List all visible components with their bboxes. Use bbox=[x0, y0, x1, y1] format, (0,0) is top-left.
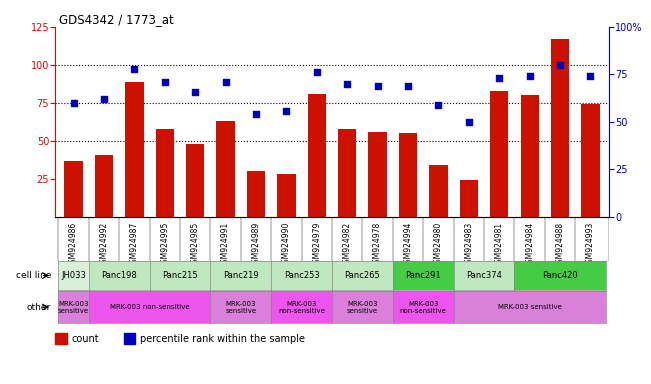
Bar bbox=[64, 161, 83, 217]
Point bbox=[433, 102, 443, 108]
Bar bbox=[217, 121, 235, 217]
Bar bbox=[429, 165, 447, 217]
Bar bbox=[490, 91, 508, 217]
Bar bbox=[55, 333, 67, 344]
Point bbox=[129, 66, 139, 72]
Text: Panc215: Panc215 bbox=[162, 271, 198, 280]
Text: other: other bbox=[27, 303, 51, 311]
Bar bbox=[399, 133, 417, 217]
Bar bbox=[460, 180, 478, 217]
Point bbox=[555, 62, 565, 68]
Point bbox=[251, 111, 261, 118]
Point bbox=[99, 96, 109, 102]
Text: JH033: JH033 bbox=[61, 271, 86, 280]
Text: Panc219: Panc219 bbox=[223, 271, 258, 280]
Text: MRK-003
non-sensitive: MRK-003 non-sensitive bbox=[400, 301, 447, 313]
Bar bbox=[551, 39, 569, 217]
Text: Panc420: Panc420 bbox=[542, 271, 578, 280]
Point bbox=[281, 108, 292, 114]
Text: MRK-003 sensitive: MRK-003 sensitive bbox=[498, 304, 562, 310]
Point bbox=[221, 79, 231, 85]
Bar bbox=[156, 129, 174, 217]
Text: percentile rank within the sample: percentile rank within the sample bbox=[139, 334, 305, 344]
Text: cell line: cell line bbox=[16, 271, 51, 280]
Bar bbox=[124, 333, 135, 344]
Text: Panc198: Panc198 bbox=[102, 271, 137, 280]
Point bbox=[342, 81, 352, 87]
Text: Panc253: Panc253 bbox=[284, 271, 320, 280]
Text: count: count bbox=[72, 334, 99, 344]
Bar bbox=[368, 132, 387, 217]
Point bbox=[68, 100, 79, 106]
Text: GDS4342 / 1773_at: GDS4342 / 1773_at bbox=[59, 13, 173, 26]
Bar bbox=[277, 174, 296, 217]
Point bbox=[159, 79, 170, 85]
Text: Panc291: Panc291 bbox=[406, 271, 441, 280]
Bar bbox=[521, 95, 539, 217]
Bar bbox=[581, 104, 600, 217]
Bar bbox=[95, 155, 113, 217]
Point bbox=[372, 83, 383, 89]
Text: MRK-003
sensitive: MRK-003 sensitive bbox=[225, 301, 256, 313]
Bar bbox=[247, 171, 265, 217]
Text: MRK-003
sensitive: MRK-003 sensitive bbox=[347, 301, 378, 313]
Text: MRK-003 non-sensitive: MRK-003 non-sensitive bbox=[110, 304, 189, 310]
Bar bbox=[338, 129, 356, 217]
Point bbox=[190, 88, 201, 94]
Text: Panc265: Panc265 bbox=[344, 271, 380, 280]
Bar bbox=[125, 82, 143, 217]
Point bbox=[525, 73, 535, 79]
Text: Panc374: Panc374 bbox=[466, 271, 502, 280]
Bar bbox=[308, 94, 326, 217]
Text: MRK-003
non-sensitive: MRK-003 non-sensitive bbox=[278, 301, 325, 313]
Point bbox=[494, 75, 505, 81]
Bar bbox=[186, 144, 204, 217]
Text: MRK-003
sensitive: MRK-003 sensitive bbox=[58, 301, 89, 313]
Point bbox=[312, 70, 322, 76]
Point bbox=[464, 119, 474, 125]
Point bbox=[585, 73, 596, 79]
Point bbox=[403, 83, 413, 89]
